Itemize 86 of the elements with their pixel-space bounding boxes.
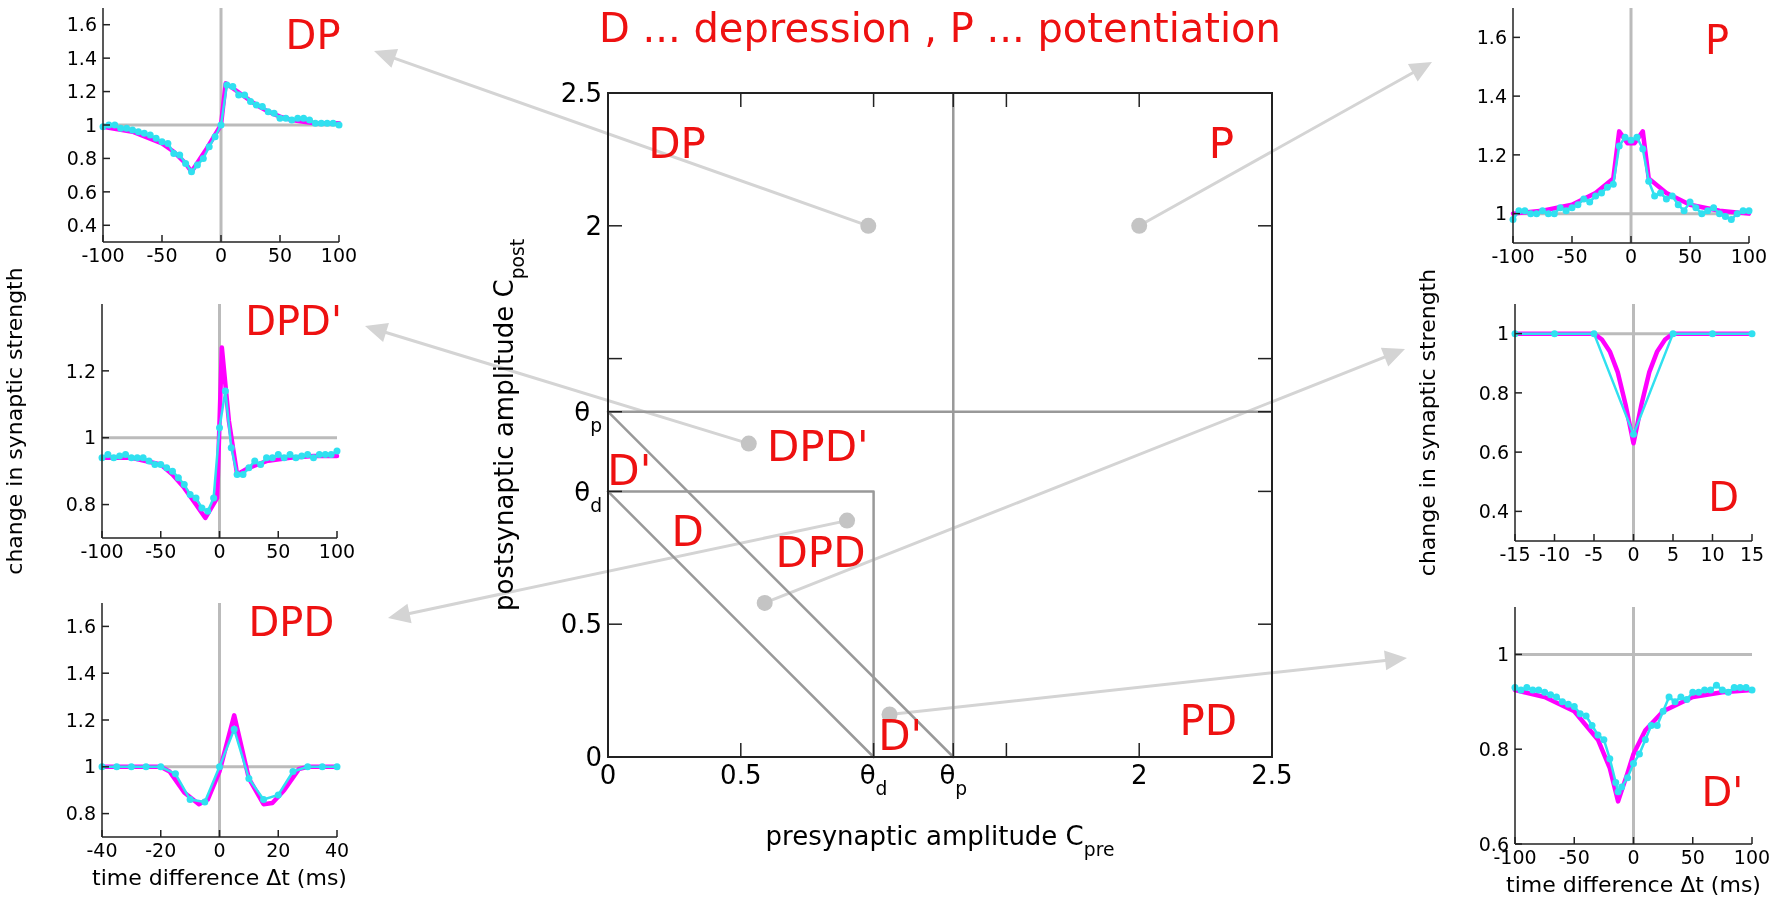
y-tick-label: 1.4 [65,661,96,684]
x-tick-label: 20 [266,838,291,861]
y-tick-label: 0.8 [1478,381,1509,404]
x-tick-label: -100 [81,243,125,266]
y-tick-label: 0.4 [1478,500,1509,523]
x-tick-label: -50 [1556,244,1588,267]
y-tick-label: θ$_{d}$ [574,476,602,515]
x-tick-label: 0 [1624,244,1638,267]
x-tick-label: 40 [324,838,350,861]
y-axis-title: change in synaptic strength [1415,268,1440,577]
y-tick-label: 1 [83,426,96,449]
y-tick-label: 0.8 [1478,737,1509,760]
x-tick-label: θ$_{p}$ [939,760,968,799]
x-tick-label: 50 [267,243,293,266]
x-tick-label: 50 [1680,845,1705,868]
y-tick-label: 0.6 [1478,440,1509,463]
y-tick-label: 0.5 [560,609,602,640]
annotation: P [1705,17,1730,64]
y-tick-label: 1.4 [1476,84,1507,107]
y-tick-label: 2 [585,210,602,241]
x-tick-label: 5 [1666,542,1680,565]
annotation: P [1208,119,1235,169]
y-tick-label: 0.8 [66,147,97,170]
x-tick-label: 50 [1677,244,1703,267]
x-tick-label: 100 [320,243,358,266]
annotation: PD [1179,695,1238,745]
y-tick-label: 0.6 [66,180,97,203]
x-tick-label: 15 [1739,542,1765,565]
annotation: DP [285,11,341,58]
y-tick-label: 1.2 [1476,143,1507,166]
x-tick-label: -50 [145,539,177,562]
x-tick-label: 0.5 [720,760,762,791]
annotation: D' [1701,768,1744,815]
x-tick-label: 0 [1627,845,1640,868]
y-tick-label: 1 [1496,322,1509,345]
x-tick-label: 50 [266,539,291,562]
x-tick-label: -5 [1584,542,1604,565]
x-tick-label: -15 [1499,542,1531,565]
y-tick-label: 1 [1496,643,1509,666]
x-axis-title: time difference Δt (ms) [92,865,347,890]
x-tick-label: -20 [145,838,177,861]
x-tick-label: -50 [1558,845,1590,868]
y-tick-label: 1.6 [65,615,96,638]
annotation: D' [607,445,652,495]
y-tick-label: 1 [1494,202,1507,225]
annotation: D' [878,711,923,761]
annotation: DPD [248,598,335,645]
x-tick-label: -50 [146,243,178,266]
y-axis-title: change in synaptic strength [2,267,27,575]
x-axis-title: presynaptic amplitude C$_{pre}$ [765,821,1115,860]
x-tick-label: 10 [1700,542,1725,565]
annotation: DPD' [245,297,342,344]
x-tick-label: θ$_{d}$ [859,760,888,799]
x-tick-label: -100 [80,539,124,562]
x-tick-label: -10 [1538,542,1571,565]
x-tick-label: 100 [1733,845,1771,868]
y-tick-label: 1.4 [66,46,97,69]
y-tick-label: θ$_{p}$ [574,396,602,436]
y-tick-label: 1.6 [66,13,97,36]
y-tick-label: 1.6 [1476,26,1507,49]
annotation: D [671,506,704,556]
annotation: D [1708,473,1739,520]
x-tick-label: -100 [1491,244,1535,267]
y-tick-label: 0.8 [65,493,96,516]
y-tick-label: 0.4 [66,213,97,236]
y-tick-label: 1.2 [66,80,97,103]
x-tick-label: 2.5 [1251,760,1293,791]
x-tick-label: 2 [1130,760,1148,791]
x-tick-label: 100 [318,539,356,562]
x-tick-label: 0 [213,539,226,562]
annotation: DPD [775,528,866,578]
x-tick-label: 0 [1627,542,1640,565]
y-tick-label: 1 [83,755,96,778]
x-axis-title: time difference Δt (ms) [1506,872,1761,897]
x-tick-label: -40 [86,838,118,861]
y-tick-label: 1 [84,113,97,136]
y-tick-label: 1.2 [65,708,96,731]
annotation: DPD' [767,421,869,471]
x-tick-label: 100 [1730,244,1768,267]
chart-title: D ... depression , P ... potentiation [599,5,1281,51]
y-tick-label: 1.2 [65,359,96,382]
x-tick-label: 0 [214,243,228,266]
annotation: DP [648,119,706,169]
x-tick-label: 0 [213,838,226,861]
y-tick-label: 0.8 [65,802,96,825]
y-tick-label: 2.5 [560,78,602,109]
